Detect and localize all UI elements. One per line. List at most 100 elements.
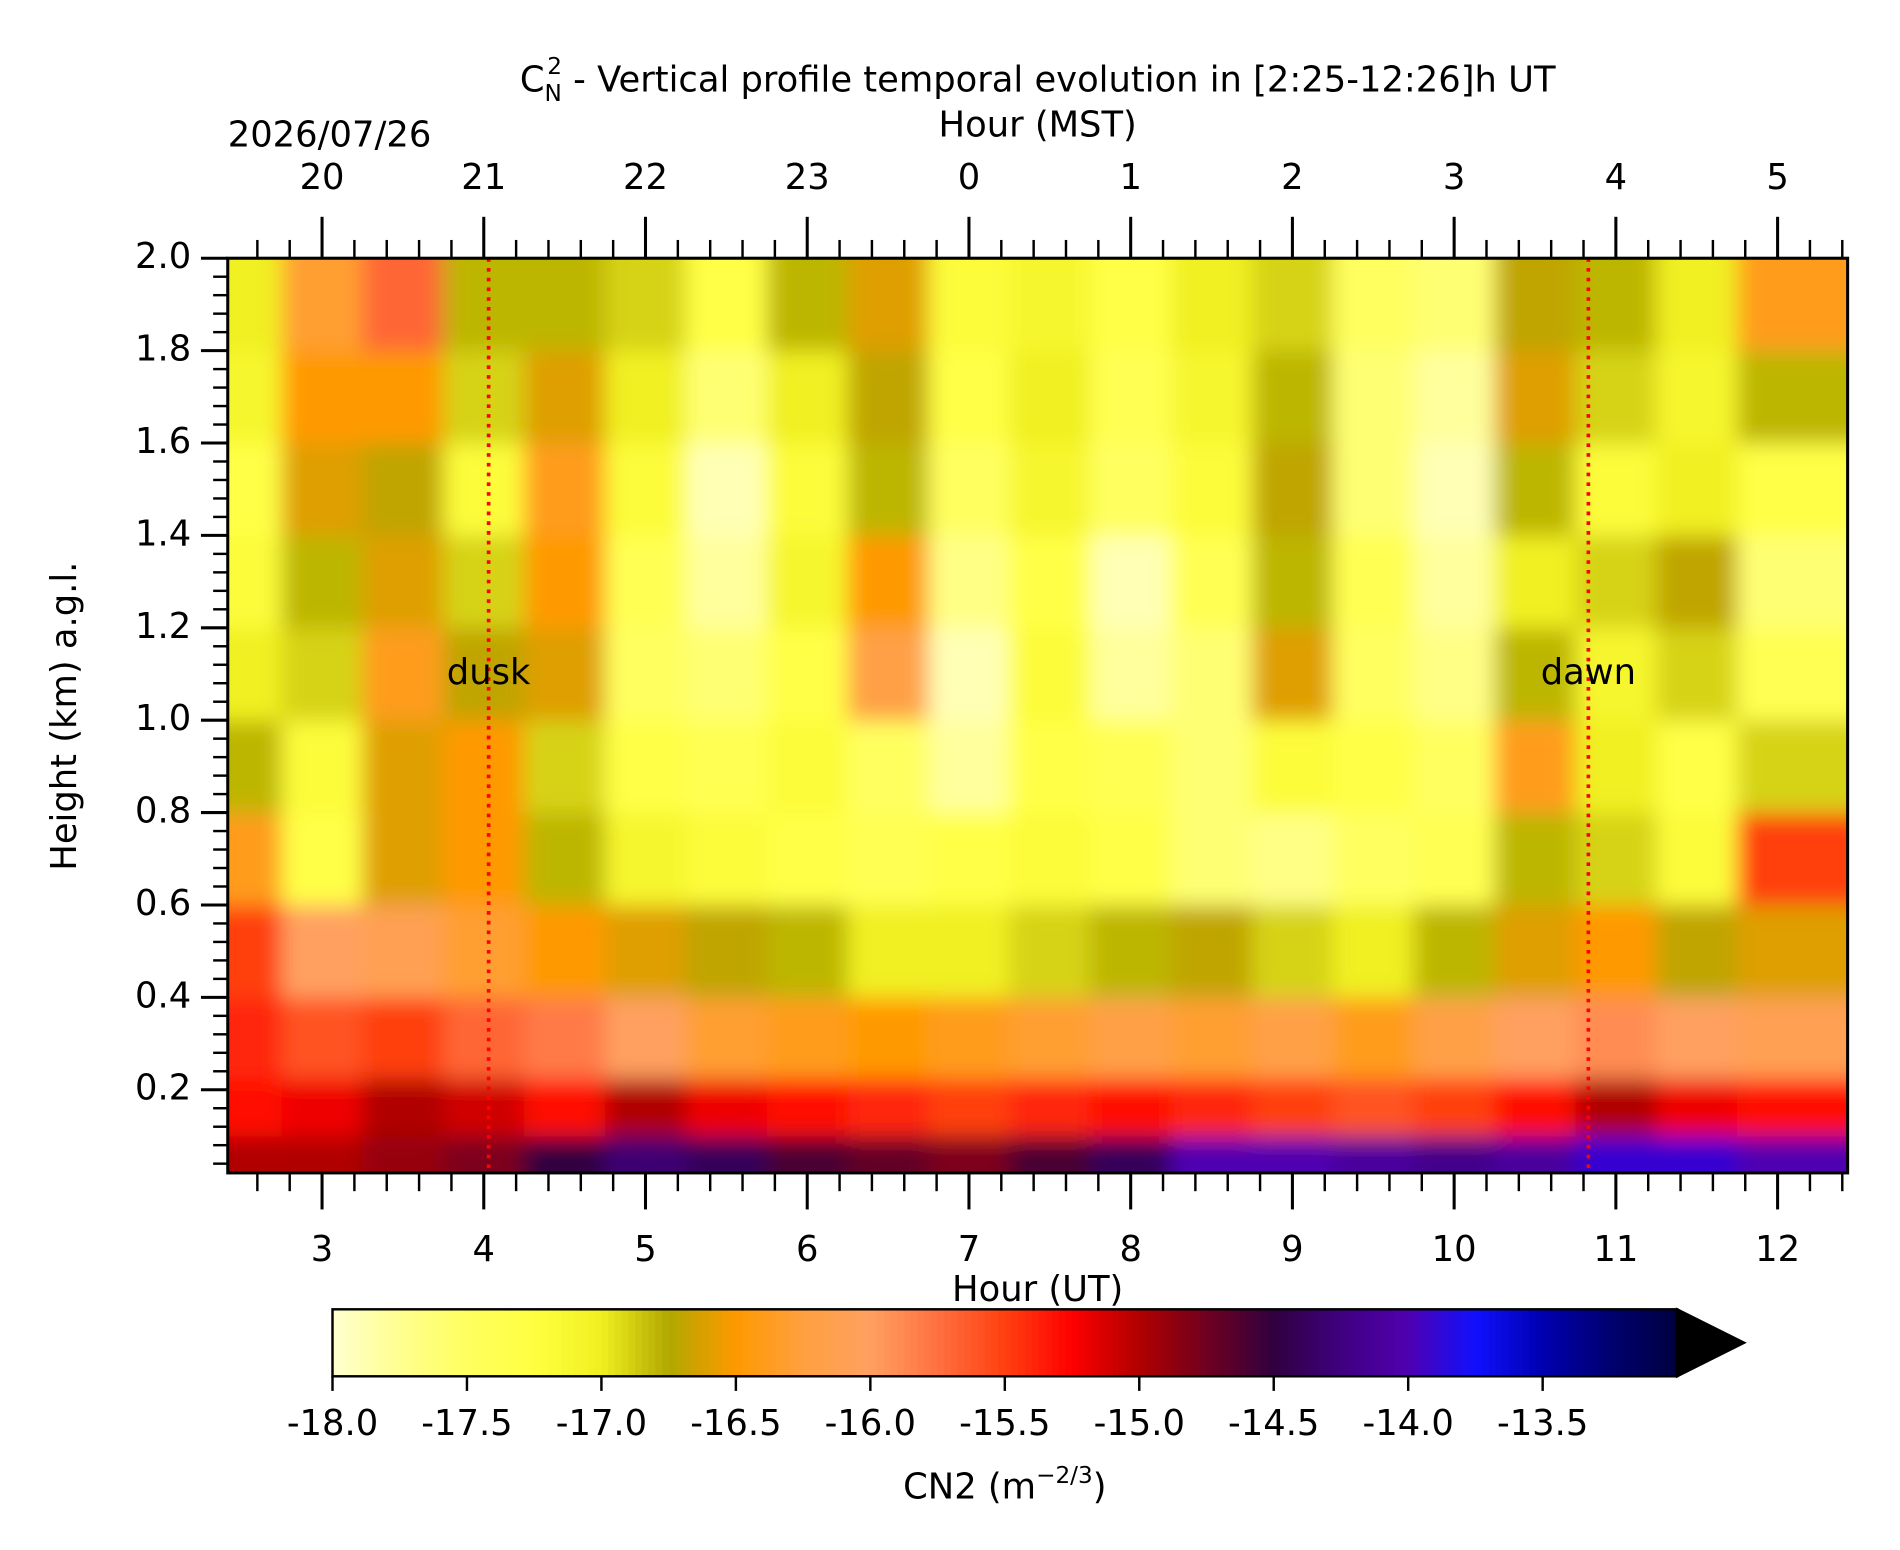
colorbar-segment [1051, 1309, 1060, 1377]
y-tick-label: 1.4 [135, 513, 191, 554]
colorbar-segment [1488, 1309, 1497, 1377]
heat-cell [227, 812, 283, 906]
heat-cell [685, 535, 768, 629]
colorbar-tick-label: -18.0 [287, 1403, 378, 1444]
colorbar-segment [749, 1309, 757, 1377]
colorbar-segment [1260, 1309, 1268, 1377]
colorbar-segment [473, 1309, 482, 1377]
heat-cell [1494, 1078, 1577, 1137]
heat-cell [1251, 350, 1334, 444]
heat-cell [281, 904, 364, 998]
x-tick-label: 12 [1755, 1229, 1800, 1270]
colorbar-segment [1240, 1309, 1248, 1377]
heat-cell [524, 443, 606, 537]
heat-cell [1656, 535, 1738, 629]
heat-cell [685, 1078, 768, 1137]
colorbar-segment [587, 1309, 596, 1377]
heat-cell [443, 443, 525, 537]
colorbar-segment [1186, 1309, 1194, 1377]
colorbar-segment [561, 1309, 569, 1377]
heat-cell [928, 720, 1010, 814]
heat-cell [1090, 443, 1172, 537]
colorbar-segment [1354, 1309, 1362, 1377]
colorbar-segment [507, 1309, 515, 1377]
heat-cell [1332, 350, 1415, 444]
colorbar-label-close: ) [1093, 1466, 1107, 1507]
colorbar-segment [1609, 1309, 1618, 1377]
colorbar-segment [1616, 1309, 1625, 1377]
y-tick-label: 0.8 [135, 791, 191, 832]
heat-cell [1090, 350, 1172, 444]
heat-cell [928, 627, 1010, 721]
colorbar-segment [1058, 1309, 1067, 1377]
colorbar-segment [487, 1309, 495, 1377]
colorbar-segment [1656, 1309, 1665, 1377]
heat-cell [1413, 1135, 1496, 1173]
colorbar-label: CN2 (m−2/3) [903, 1463, 1106, 1508]
heat-cell [1737, 904, 1848, 998]
colorbar-segment [1280, 1309, 1288, 1377]
heat-cell [1009, 812, 1091, 906]
colorbar-segment [574, 1309, 582, 1377]
x-tick-label: 8 [1119, 1229, 1141, 1270]
heat-cell [766, 720, 849, 814]
colorbar-segment [1300, 1309, 1309, 1377]
y-tick-label: 2.0 [135, 236, 191, 277]
colorbar-segment [635, 1309, 643, 1377]
colorbar-segment [877, 1309, 885, 1377]
colorbar-segment [897, 1309, 905, 1377]
heat-cell [227, 904, 283, 998]
colorbar-segment [352, 1309, 361, 1377]
colorbar-segment [419, 1309, 428, 1377]
colorbar-segment [1515, 1309, 1524, 1377]
colorbar-segment [520, 1309, 529, 1377]
y-axis-label: Height (km) a.g.l. [44, 562, 85, 871]
heat-cell [605, 535, 687, 629]
heat-cell [443, 535, 525, 629]
colorbar-segment [1549, 1309, 1557, 1377]
colorbar-segment [1630, 1309, 1638, 1377]
heat-cell [1251, 997, 1334, 1079]
heat-cell [1251, 258, 1334, 352]
colorbar-segment [1152, 1309, 1161, 1377]
heat-cell [1090, 720, 1172, 814]
heat-cell [1737, 535, 1848, 629]
colorbar-segment [1112, 1309, 1120, 1377]
colorbar-segment [1226, 1309, 1235, 1377]
heat-cell [1009, 997, 1091, 1079]
colorbar-segment [1576, 1309, 1584, 1377]
heat-cell [1009, 535, 1091, 629]
heat-cell [1251, 1135, 1334, 1173]
heat-cell [281, 720, 364, 814]
colorbar-segment [366, 1309, 374, 1377]
heat-cell [1413, 258, 1496, 352]
heat-cell [524, 258, 606, 352]
heat-cell [1090, 1135, 1172, 1173]
colorbar-segment [1663, 1309, 1672, 1377]
colorbar-segment [413, 1309, 421, 1377]
colorbar-segment [924, 1309, 932, 1377]
colorbar-tick-label: -15.0 [1094, 1403, 1185, 1444]
heat-cell [1171, 1078, 1253, 1137]
heat-cell [524, 350, 606, 444]
top-tick-label: 2 [1281, 157, 1303, 198]
colorbar-segment [796, 1309, 804, 1377]
colorbar-segment [998, 1309, 1006, 1377]
heat-cell [443, 627, 525, 721]
colorbar-segment [1078, 1309, 1087, 1377]
top-tick-label: 20 [300, 157, 345, 198]
colorbar-segment [1072, 1309, 1080, 1377]
heat-cell [1656, 812, 1738, 906]
colorbar-segment [722, 1309, 730, 1377]
heat-cell [1251, 535, 1334, 629]
heat-cell [362, 904, 444, 998]
colorbar-segment [628, 1309, 636, 1377]
y-tick-label: 0.4 [135, 975, 191, 1016]
heat-cell [227, 720, 283, 814]
colorbar-segment [769, 1309, 777, 1377]
colorbar-segment [850, 1309, 858, 1377]
colorbar-segment [830, 1309, 838, 1377]
heat-cell [1737, 997, 1848, 1079]
colorbar-segment [836, 1309, 845, 1377]
colorbar-segment [500, 1309, 509, 1377]
